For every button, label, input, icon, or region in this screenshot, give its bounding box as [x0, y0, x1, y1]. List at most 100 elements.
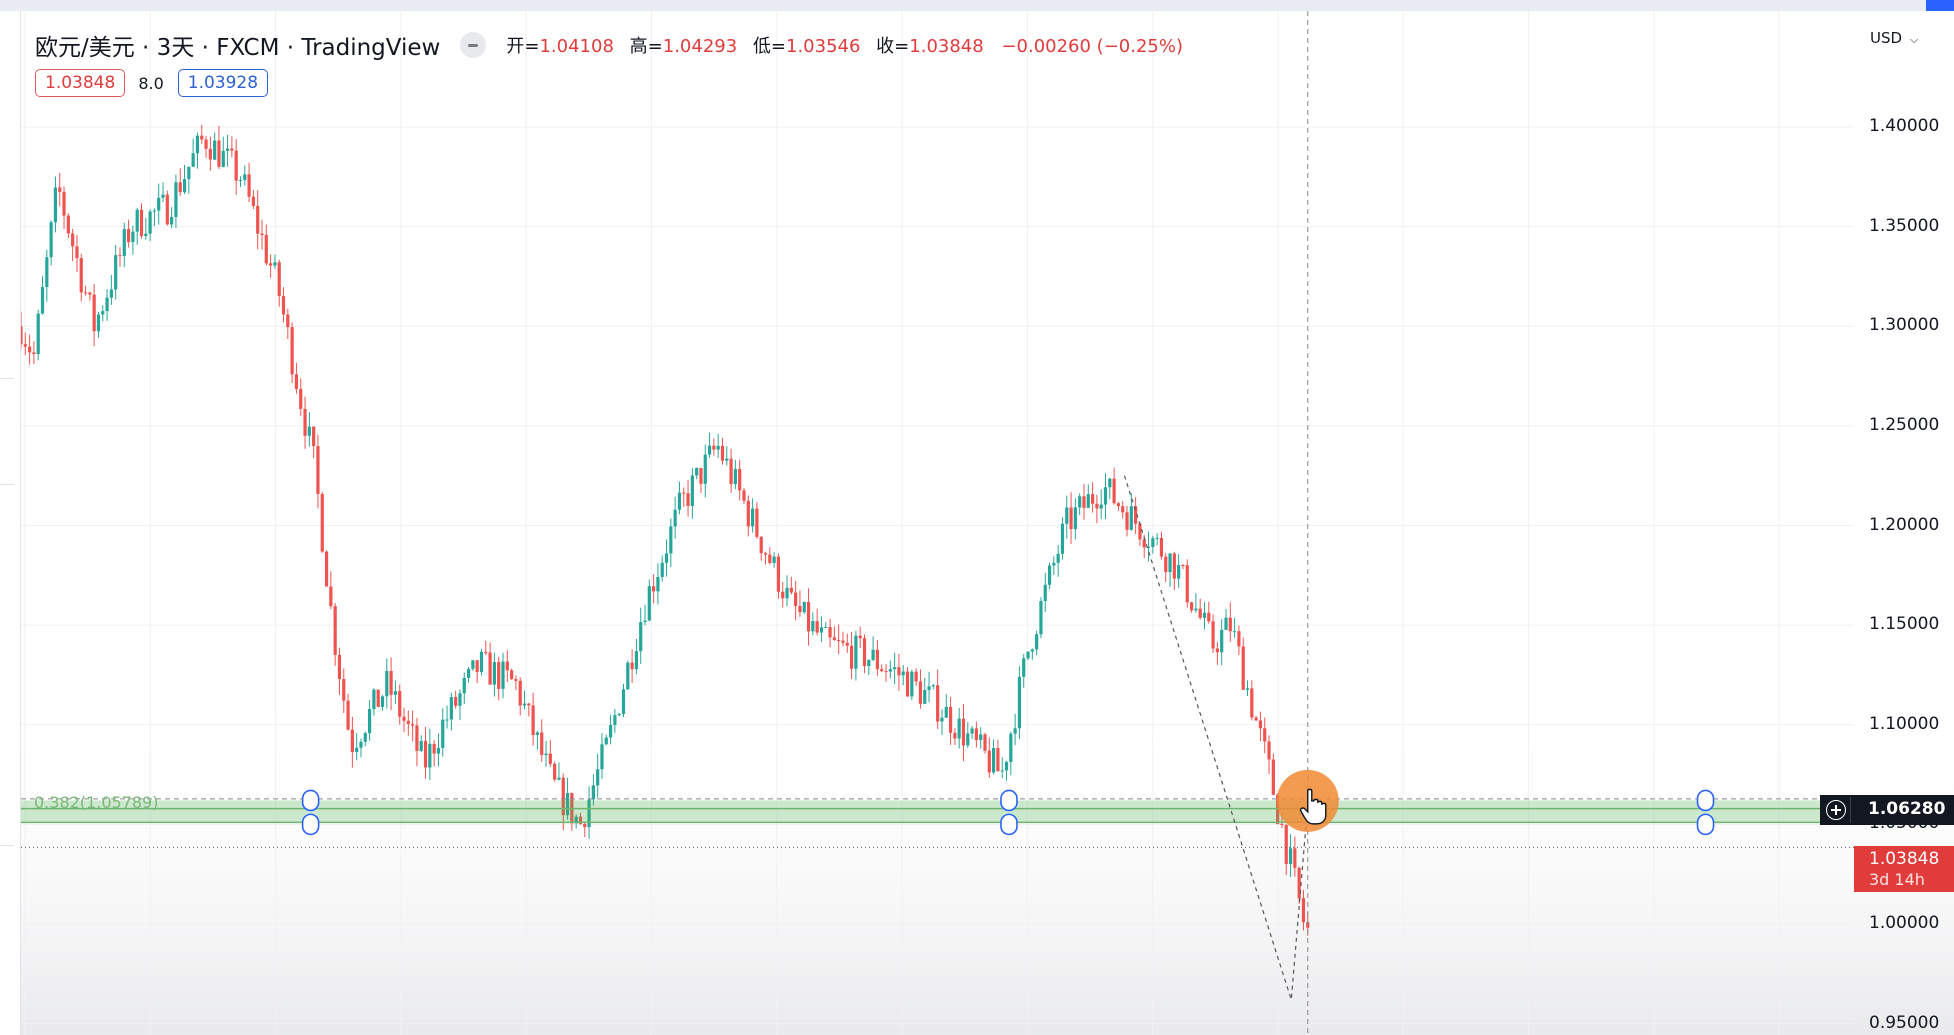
candle-body: [565, 792, 570, 816]
candle-body: [660, 562, 664, 577]
candle-body: [355, 747, 359, 753]
candle-body: [1069, 507, 1073, 530]
candle-body: [148, 211, 152, 234]
candle-body: [367, 709, 372, 734]
candle-body: [1103, 487, 1108, 505]
candle-body: [716, 445, 720, 450]
candle-body: [1164, 556, 1168, 573]
candle-body: [979, 734, 983, 741]
candle-body: [1198, 608, 1202, 618]
candle-body: [987, 750, 991, 773]
high-label: 高=: [629, 36, 663, 57]
candle-body: [217, 140, 221, 167]
candle-body: [970, 728, 974, 734]
candle-body: [535, 732, 540, 736]
candle-body: [225, 148, 230, 151]
currency-menu[interactable]: USD ⌵: [1870, 29, 1918, 47]
candle-body: [815, 621, 819, 633]
candle-body: [423, 740, 428, 768]
candle-body: [901, 671, 905, 676]
candle-body: [768, 554, 772, 563]
candle-body: [1263, 728, 1267, 742]
candle-body: [1060, 523, 1065, 554]
candle-body: [1022, 658, 1026, 677]
candle-body: [944, 706, 948, 718]
buy-price-button[interactable]: 1.03928: [177, 69, 269, 97]
candle-body: [109, 289, 113, 298]
candle-body: [927, 686, 931, 690]
candle-body: [785, 587, 789, 599]
low-label: 低=: [752, 36, 786, 57]
candle-body: [1271, 759, 1275, 795]
candle-body: [1000, 770, 1004, 772]
candle-body: [725, 458, 729, 461]
candle-body: [415, 725, 419, 751]
candle-body: [510, 670, 514, 680]
candle-body: [342, 679, 346, 701]
candle-body: [884, 671, 888, 673]
candle-body: [1224, 617, 1228, 630]
candle-body: [518, 680, 522, 706]
candle-body: [1258, 720, 1263, 729]
candle-body: [492, 662, 496, 685]
candle-body: [1121, 506, 1125, 513]
candle-body: [1280, 823, 1284, 825]
candle-body: [187, 166, 191, 180]
candle-body: [135, 209, 139, 232]
fib-handle: [301, 813, 320, 836]
price-axis-tick: 1.20000: [1869, 514, 1940, 535]
candle-body: [1215, 648, 1219, 653]
candle-body: [83, 292, 88, 294]
candle-body: [553, 763, 557, 780]
candle-body: [849, 645, 854, 669]
symbol-title[interactable]: 欧元/美元 · 3天 · FXCM · TradingView: [35, 35, 441, 61]
candle-body: [957, 718, 961, 739]
candle-body: [707, 445, 712, 455]
hand-pointer-shape: [1299, 788, 1327, 825]
candle-body: [1129, 506, 1133, 530]
plus-circle-icon[interactable]: [1822, 797, 1851, 823]
candle-body: [871, 649, 875, 660]
candle-body: [1099, 504, 1103, 509]
minus-icon[interactable]: [460, 32, 487, 58]
candle-body: [1125, 512, 1129, 530]
top-strip-accent: [1926, 0, 1954, 11]
candle-body: [1237, 631, 1241, 647]
candle-body: [1052, 562, 1056, 566]
candle-body: [1194, 608, 1198, 611]
candle-body: [208, 148, 212, 160]
candle-body: [794, 592, 798, 606]
candle-body: [170, 216, 174, 225]
candle-body: [699, 468, 703, 484]
candle-body: [488, 652, 492, 685]
candle-body: [479, 651, 484, 673]
candle-body: [1090, 494, 1095, 504]
candle-body: [432, 743, 436, 754]
candle-body: [617, 713, 621, 716]
left-toolbar-divider: [0, 378, 14, 379]
low-value: 1.03546: [786, 36, 861, 57]
candle-body: [1146, 546, 1151, 548]
candle-body: [1288, 848, 1293, 865]
candle-body: [333, 606, 337, 655]
sell-price-button[interactable]: 1.03848: [35, 69, 126, 97]
candle-body: [746, 500, 750, 527]
candle-body: [1043, 584, 1047, 602]
candle-body: [53, 187, 58, 223]
candle-body: [673, 509, 677, 527]
candle-body: [1142, 539, 1146, 548]
candle-body: [1035, 634, 1039, 650]
price-chart[interactable]: [21, 11, 1954, 1035]
candle-body: [247, 174, 251, 197]
candle-body: [79, 258, 83, 293]
candle-body: [669, 526, 673, 554]
quote-box: 1.03848 8.0 1.03928: [35, 69, 269, 97]
trend-line: [1123, 475, 1309, 1000]
candle-body: [578, 816, 583, 824]
candle-body: [1138, 523, 1142, 540]
candle-body: [441, 719, 445, 748]
candle-body: [1030, 649, 1034, 652]
candle-body: [600, 744, 604, 770]
candle-body: [445, 719, 449, 721]
candle-body: [1108, 478, 1112, 488]
